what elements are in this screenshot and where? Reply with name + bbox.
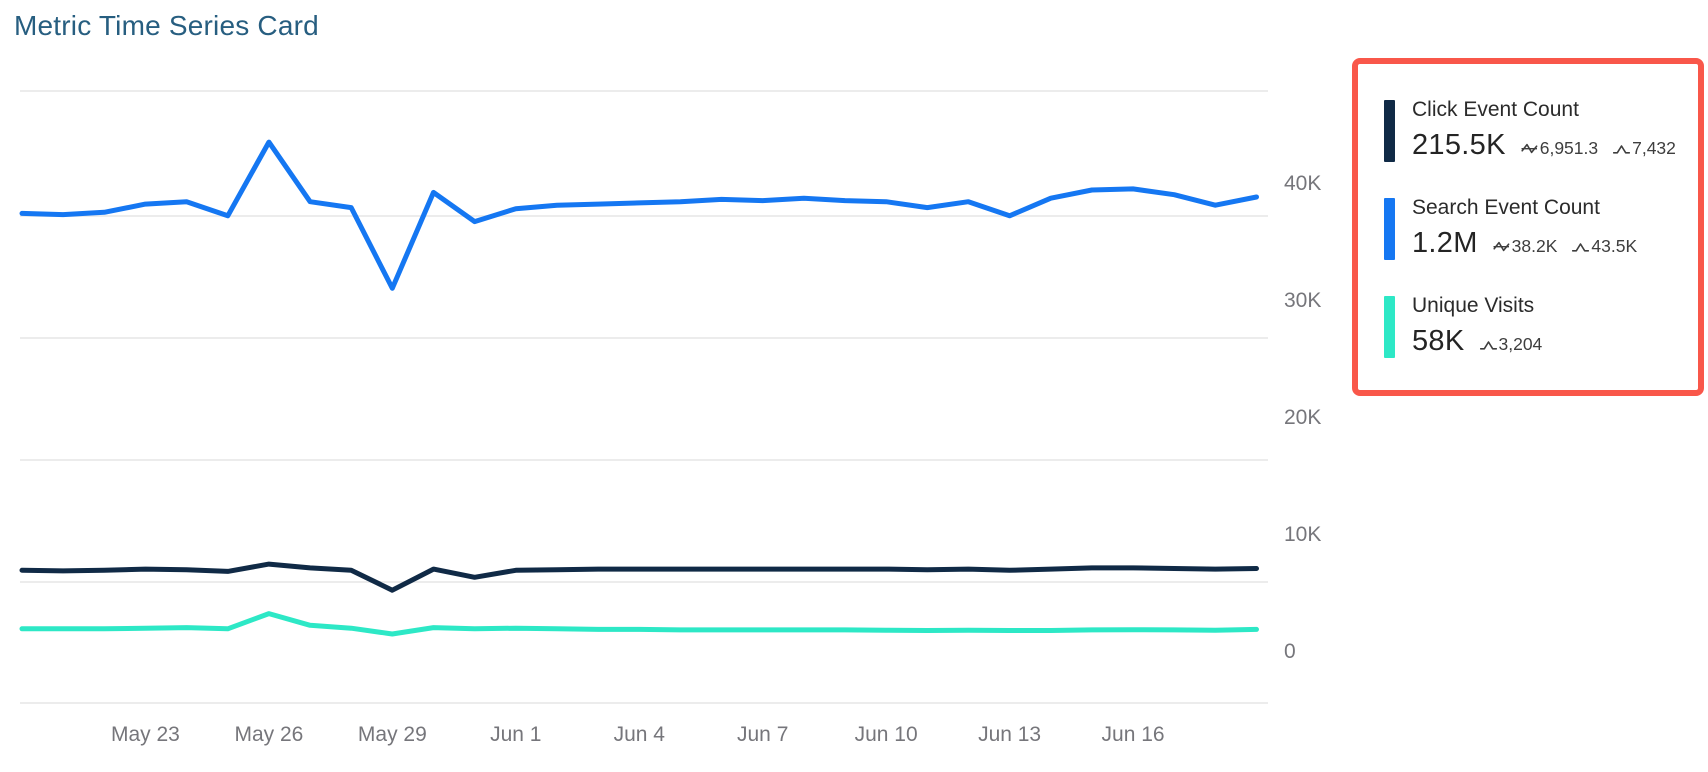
legend-series-label: Click Event Count <box>1412 98 1579 121</box>
x-axis-tick-label: Jun 16 <box>1102 723 1165 746</box>
legend-total-value: 215.5K <box>1412 129 1506 161</box>
y-axis-tick-label: 40K <box>1284 172 1321 195</box>
legend-item-click-event-count[interactable]: Click Event Count 215.5K 6,951.3 7,432 <box>1384 98 1688 162</box>
average-icon <box>1493 241 1510 252</box>
average-icon <box>1521 143 1538 154</box>
legend-maximum-value: 3,204 <box>1479 334 1542 355</box>
x-axis-tick-label: Jun 7 <box>737 723 788 746</box>
legend-color-swatch <box>1384 296 1395 358</box>
x-axis-tick-label: May 23 <box>111 723 180 746</box>
x-axis-tick-label: Jun 4 <box>614 723 666 746</box>
y-axis-labels: 40K 30K 20K 10K 0 <box>1284 172 1321 663</box>
y-axis-tick-label: 30K <box>1284 289 1321 312</box>
card-title: Metric Time Series Card <box>14 10 319 41</box>
legend-highlight-box: Click Event Count 215.5K 6,951.3 7,432 S… <box>1352 58 1704 396</box>
x-axis-tick-label: May 29 <box>358 723 427 746</box>
series-line-unique-visits <box>19 611 1259 637</box>
legend-total-value: 58K <box>1412 325 1465 357</box>
x-axis-tick-label: Jun 13 <box>978 723 1041 746</box>
gridlines <box>20 90 1268 704</box>
x-axis-tick-label: Jun 1 <box>490 723 541 746</box>
legend-series-label: Unique Visits <box>1412 294 1535 317</box>
legend-color-swatch <box>1384 100 1395 162</box>
series-line-search-event-count <box>19 139 1259 291</box>
maximum-icon <box>1479 341 1497 350</box>
maximum-icon <box>1613 145 1631 154</box>
legend-total-value: 1.2M <box>1412 227 1478 259</box>
y-axis-tick-label: 20K <box>1284 406 1321 429</box>
y-axis-tick-label: 0 <box>1284 640 1296 663</box>
x-axis-tick-label: May 26 <box>234 723 303 746</box>
x-axis-labels: May 23 May 26 May 29 Jun 1 Jun 4 Jun 7 Jun 10 J… <box>111 723 1165 746</box>
x-axis-tick-label: Jun 10 <box>855 723 918 746</box>
series-line-click-event-count <box>19 561 1259 593</box>
maximum-icon <box>1572 243 1590 252</box>
y-axis-tick-label: 10K <box>1284 523 1321 546</box>
legend-maximum-value: 43.5K <box>1572 236 1637 257</box>
legend-color-swatch <box>1384 198 1395 260</box>
legend-item-search-event-count[interactable]: Search Event Count 1.2M 38.2K 43.5K <box>1384 196 1688 260</box>
legend-series-label: Search Event Count <box>1412 196 1600 219</box>
legend-maximum-value: 7,432 <box>1613 138 1676 159</box>
legend-item-unique-visits[interactable]: Unique Visits 58K 3,204 <box>1384 294 1688 358</box>
legend-average-value: 6,951.3 <box>1521 138 1598 159</box>
legend-average-value: 38.2K <box>1493 236 1557 257</box>
